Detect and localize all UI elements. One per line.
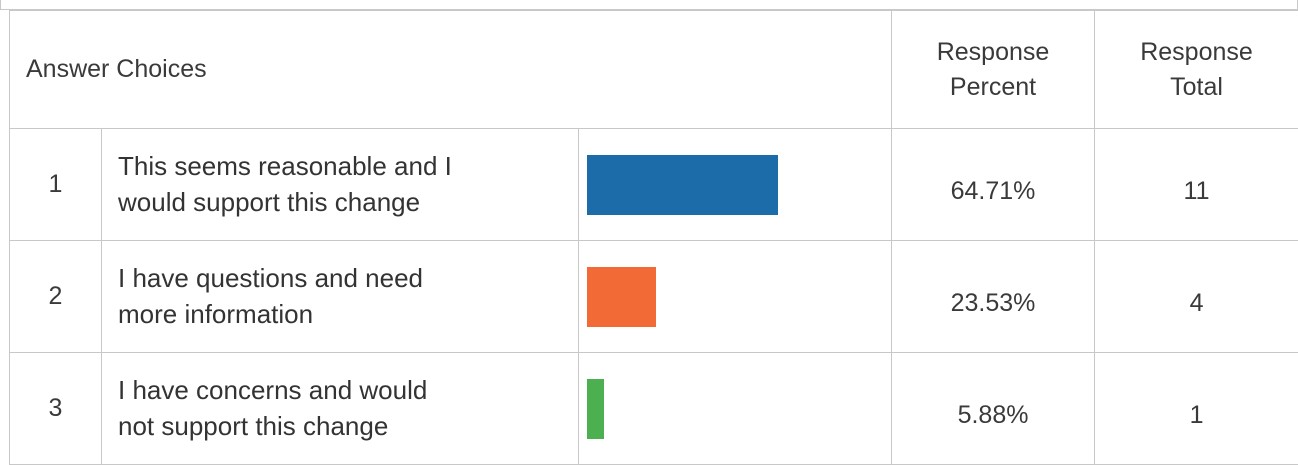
top-border-strip [0,0,1298,10]
response-total: 11 [1095,129,1298,241]
choice-text-line1: I have concerns and would [118,373,568,409]
response-bar-cell [579,241,892,353]
choice-text-line2: more information [118,297,568,333]
answer-choices-header-label: Answer Choices [26,55,207,83]
choice-text: I have questions and need more informati… [102,241,579,353]
answer-choices-header: Answer Choices [10,11,892,129]
choice-text-line2: would support this change [118,185,568,221]
response-percent-header: Response Percent [892,11,1095,129]
response-total-header: Response Total [1095,11,1298,129]
response-bar [587,267,656,327]
choice-number: 3 [10,353,102,465]
response-percent-header-line2: Percent [892,70,1094,105]
response-percent-header-line1: Response [892,35,1094,70]
choice-number: 2 [10,241,102,353]
response-bar-cell [579,129,892,241]
response-total-header-line2: Total [1095,70,1298,105]
table-row: 3 I have concerns and would not support … [10,353,1298,465]
response-percent: 64.71% [892,129,1095,241]
choice-text: I have concerns and would not support th… [102,353,579,465]
table-header-row: Answer Choices Response Percent Response… [10,11,1298,129]
table-row: 1 This seems reasonable and I would supp… [10,129,1298,241]
survey-results-table: Answer Choices Response Percent Response… [9,10,1298,465]
response-percent: 5.88% [892,353,1095,465]
response-bar-cell [579,353,892,465]
choice-text-line2: not support this change [118,409,568,445]
choice-text-line1: This seems reasonable and I [118,149,568,185]
response-percent: 23.53% [892,241,1095,353]
choice-number: 1 [10,129,102,241]
table-row: 2 I have questions and need more informa… [10,241,1298,353]
response-bar [587,379,604,439]
response-bar [587,155,778,215]
choice-text-line1: I have questions and need [118,261,568,297]
choice-text: This seems reasonable and I would suppor… [102,129,579,241]
response-total: 4 [1095,241,1298,353]
response-total: 1 [1095,353,1298,465]
response-total-header-line1: Response [1095,35,1298,70]
